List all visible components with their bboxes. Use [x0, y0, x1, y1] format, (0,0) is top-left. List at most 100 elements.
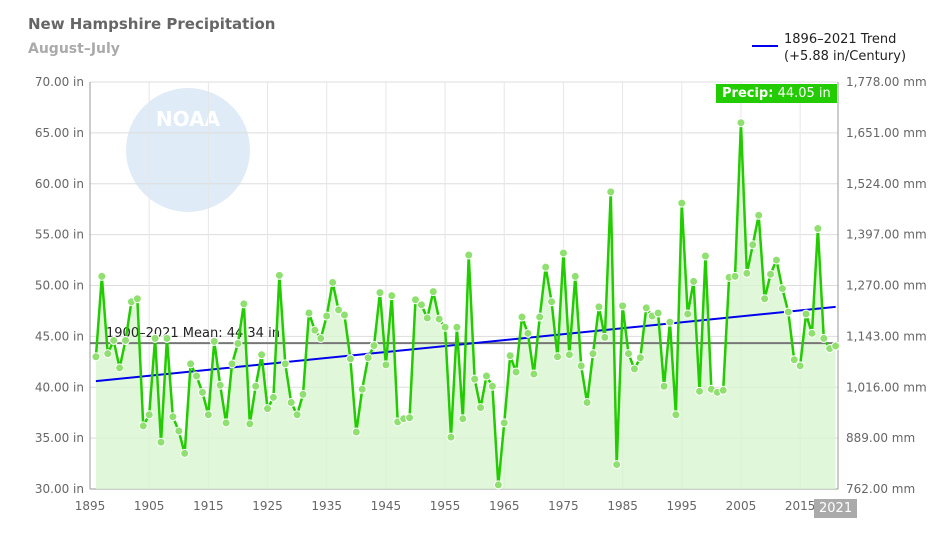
- data-point-2018: [813, 224, 823, 234]
- data-point-1931: [298, 389, 308, 399]
- y2-tick-label: 1,143.00 mm: [846, 329, 927, 343]
- data-point-1939: [345, 354, 355, 364]
- data-point-1953: [428, 287, 438, 297]
- data-point-1915: [203, 410, 213, 420]
- x-tick-label: 1955: [430, 499, 461, 513]
- x-tick-label: 1985: [607, 499, 638, 513]
- data-point-1989: [641, 303, 651, 313]
- data-point-1921: [239, 299, 249, 309]
- data-point-1984: [612, 460, 622, 470]
- data-point-1981: [594, 302, 604, 312]
- data-point-1925: [263, 404, 273, 414]
- x-tick-label: 1925: [252, 499, 283, 513]
- data-point-1927: [274, 270, 284, 280]
- data-point-1957: [452, 322, 462, 332]
- data-point-1951: [416, 300, 426, 310]
- x-highlight-label: 2021: [814, 499, 858, 518]
- data-point-1944: [375, 288, 385, 298]
- data-point-1997: [689, 276, 699, 286]
- data-point-1994: [671, 410, 681, 420]
- data-point-1975: [558, 248, 568, 258]
- y-tick-label: 55.00 in: [35, 228, 84, 242]
- y-tick-label: 65.00 in: [35, 126, 84, 140]
- data-point-1920: [233, 338, 243, 348]
- data-point-2009: [760, 294, 770, 304]
- data-point-1906: [150, 333, 160, 343]
- y-tick-label: 45.00 in: [35, 329, 84, 343]
- y2-tick-label: 1,270.00 mm: [846, 279, 927, 293]
- data-point-1955: [440, 322, 450, 332]
- data-point-1993: [665, 317, 675, 327]
- y-tick-label: 60.00 in: [35, 177, 84, 191]
- data-point-1988: [635, 353, 645, 363]
- data-point-1929: [286, 398, 296, 408]
- data-point-1933: [310, 325, 320, 335]
- area-fill: [95, 122, 836, 489]
- x-tick-label: 1895: [75, 499, 106, 513]
- data-point-1952: [422, 313, 432, 323]
- data-point-2011: [771, 255, 781, 265]
- data-point-1977: [570, 271, 580, 281]
- data-point-1982: [600, 332, 610, 342]
- data-point-1903: [132, 294, 142, 304]
- data-point-1923: [251, 381, 261, 391]
- data-point-1974: [553, 352, 562, 362]
- x-tick-label: 1975: [548, 499, 579, 513]
- legend-trend-rate: (+5.88 in/Century): [784, 49, 907, 64]
- data-point-1971: [535, 312, 545, 322]
- x-tick-label: 2005: [726, 499, 757, 513]
- data-point-1899: [109, 335, 119, 345]
- data-point-1978: [576, 361, 586, 371]
- legend-trend-swatch: [752, 45, 778, 47]
- data-point-1901: [121, 335, 131, 345]
- data-point-1917: [215, 380, 225, 390]
- data-point-2004: [730, 271, 740, 281]
- data-point-1962: [481, 371, 491, 381]
- data-point-1911: [180, 448, 190, 458]
- data-point-1932: [304, 308, 314, 318]
- data-point-1980: [588, 349, 598, 359]
- data-point-1898: [103, 349, 113, 359]
- y-tick-label: 35.00 in: [35, 431, 84, 445]
- y-tick-label: 30.00 in: [35, 482, 84, 496]
- data-point-2005: [736, 118, 746, 128]
- data-point-1998: [695, 386, 705, 396]
- y-tick-label: 70.00 in: [35, 75, 84, 89]
- y-tick-label: 40.00 in: [35, 380, 84, 394]
- data-point-1960: [470, 374, 480, 384]
- x-tick-label: 1965: [489, 499, 520, 513]
- data-point-2013: [783, 307, 793, 317]
- y2-tick-label: 1,524.00 mm: [846, 177, 927, 191]
- data-point-1938: [339, 310, 349, 320]
- y2-tick-label: 889.00 mm: [846, 431, 915, 445]
- data-point-1969: [523, 328, 533, 338]
- data-point-1986: [624, 349, 634, 359]
- data-point-1922: [245, 419, 255, 429]
- data-point-1937: [334, 305, 344, 315]
- data-point-1973: [547, 297, 557, 307]
- data-point-1963: [487, 381, 497, 391]
- data-point-1916: [209, 336, 219, 346]
- x-tick-label: 2015: [785, 499, 816, 513]
- data-point-1966: [505, 351, 515, 361]
- data-point-1991: [653, 308, 663, 318]
- tooltip-value: 44.05 in: [777, 86, 831, 101]
- chart-subtitle: August–July: [28, 41, 120, 57]
- data-point-1965: [499, 418, 509, 428]
- legend-trend-label: 1896–2021 Trend: [784, 32, 897, 47]
- data-point-1930: [292, 410, 302, 420]
- data-point-1936: [328, 277, 338, 287]
- data-point-2019: [819, 333, 829, 343]
- data-point-2015: [795, 361, 805, 371]
- data-point-2016: [801, 309, 811, 319]
- data-point-1919: [227, 359, 237, 369]
- data-point-1943: [369, 341, 379, 351]
- data-point-1913: [192, 371, 202, 381]
- data-point-1950: [410, 295, 420, 305]
- data-point-2021: [831, 341, 841, 351]
- data-point-1946: [387, 291, 397, 301]
- y2-tick-label: 1,397.00 mm: [846, 228, 927, 242]
- noaa-logo-text: NOAA: [156, 107, 221, 131]
- legend-trend[interactable]: 1896–2021 Trend (+5.88 in/Century): [752, 31, 906, 65]
- x-tick-label: 1945: [371, 499, 402, 513]
